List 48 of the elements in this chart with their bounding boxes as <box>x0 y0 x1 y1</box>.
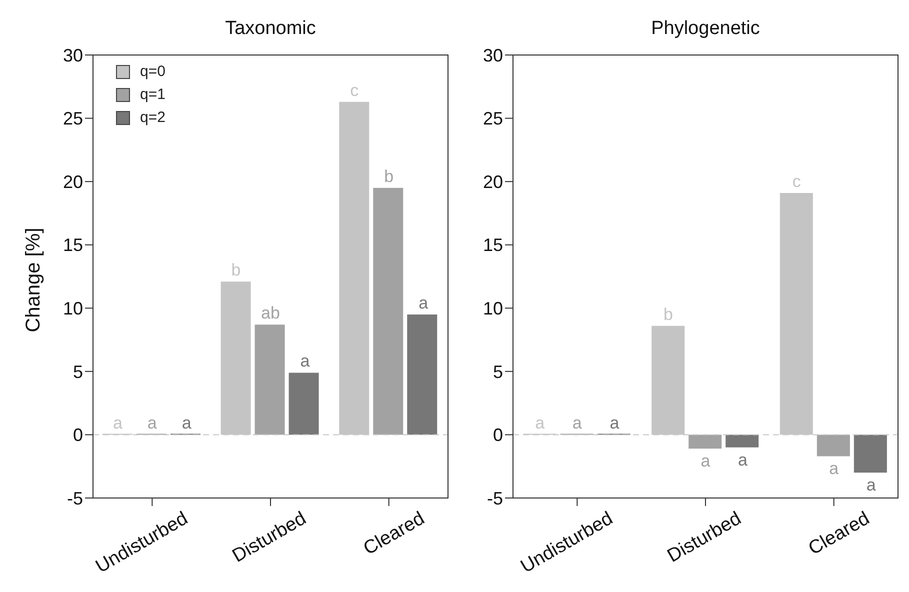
data-label: a <box>572 414 582 433</box>
y-tick-label: 10 <box>62 298 83 319</box>
data-label: a <box>610 414 620 433</box>
y-tick-label: 0 <box>72 425 83 446</box>
data-label: b <box>231 260 241 280</box>
data-label: a <box>700 452 711 471</box>
bar <box>816 434 850 456</box>
y-tick-label: 20 <box>62 172 83 192</box>
bar <box>373 188 404 435</box>
data-label: a <box>418 293 429 312</box>
bar <box>854 434 887 473</box>
data-label: a <box>300 352 310 371</box>
bar <box>288 372 319 435</box>
chart-title: Phylogenetic <box>650 18 761 40</box>
y-tick-label: 25 <box>482 108 503 129</box>
bar <box>407 314 438 435</box>
y-tick-label: -5 <box>486 488 503 508</box>
y-tick-label: 15 <box>62 235 83 256</box>
legend-label: q=1 <box>140 86 166 103</box>
y-axis-title: Change [%] <box>22 228 46 332</box>
y-tick-label: 20 <box>482 172 503 192</box>
y-tick-label: 10 <box>482 298 503 319</box>
y-tick-label: -5 <box>66 488 83 508</box>
data-label: b <box>384 166 394 186</box>
data-label: a <box>738 450 748 470</box>
bar <box>726 434 759 448</box>
legend-label: q=2 <box>140 109 166 126</box>
y-tick-label: 5 <box>492 362 503 382</box>
y-tick-label: 30 <box>482 45 503 66</box>
y-tick-label: 25 <box>62 108 83 129</box>
y-tick-label: 0 <box>492 425 503 446</box>
chart-title: Taxonomic <box>224 18 317 40</box>
data-label: c <box>792 172 802 191</box>
legend-label: q=0 <box>140 63 166 80</box>
data-label: a <box>112 414 123 433</box>
data-label: b <box>664 304 673 324</box>
data-label: c <box>350 80 360 100</box>
data-label: ab <box>261 304 280 323</box>
data-label: a <box>829 459 840 478</box>
bar <box>254 324 285 435</box>
y-tick-label: 15 <box>482 235 503 256</box>
data-label: a <box>866 476 876 495</box>
y-tick-label: 30 <box>62 45 83 66</box>
bar <box>688 434 722 449</box>
y-tick-label: 5 <box>72 362 83 382</box>
data-label: a <box>147 414 158 433</box>
data-label: a <box>182 414 192 433</box>
data-label: a <box>535 414 546 433</box>
